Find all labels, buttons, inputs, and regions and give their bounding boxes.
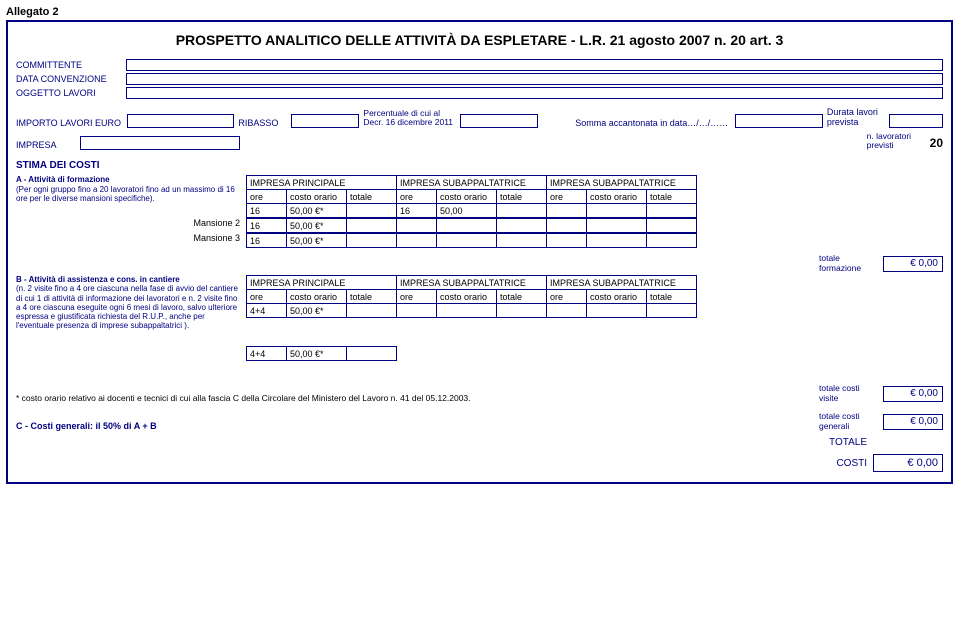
row-a-1: 1650,00 €* 1650,00 [247, 204, 697, 218]
percent-field[interactable] [460, 114, 538, 128]
percent-label: Percentuale di cui al Decr. 16 dicembre … [363, 109, 456, 128]
totale-formazione: totale formazione € 0,00 [819, 254, 943, 273]
hdr-principale-a: IMPRESA PRINCIPALE [247, 176, 397, 190]
somma-label: Somma accantonata in data…/…/…… [575, 118, 731, 128]
header-block: COMMITTENTE DATA CONVENZIONE OGGETTO LAV… [16, 58, 943, 150]
totale-visite: totale costi visite € 0,00 [819, 384, 943, 403]
nlav-value: 20 [926, 136, 943, 150]
costi-value: € 0,00 [873, 454, 943, 472]
nlav-label: n. lavoratori previsti [867, 132, 922, 151]
costi-label: COSTI [807, 458, 867, 469]
section-b-table: IMPRESA PRINCIPALE IMPRESA SUBAPPALTATRI… [246, 275, 697, 318]
importo-label: IMPORTO LAVORI EURO [16, 118, 123, 128]
row-b-1: 4+450,00 €* [247, 304, 697, 318]
hdr-principale-b: IMPRESA PRINCIPALE [247, 276, 397, 290]
impresa-field[interactable] [80, 136, 240, 150]
dataconv-label: DATA CONVENZIONE [16, 74, 126, 84]
section-b-row2: 4+4 50,00 €* [246, 346, 397, 361]
mansione2-row: 16 50,00 €* [246, 218, 697, 233]
totale-label: TOTALE [807, 437, 867, 448]
cols-row-b: ore costo orario totale ore costo orario… [247, 290, 697, 304]
section-b-desc: (n. 2 visite fino a 4 ore ciascuna nella… [16, 284, 238, 330]
totale-generali: totale costi generali € 0,00 [819, 412, 943, 431]
hdr-sub1-b: IMPRESA SUBAPPALTATRICE [397, 276, 547, 290]
totgen-value: € 0,00 [883, 414, 943, 430]
totform-label: totale formazione [819, 254, 879, 273]
oggetto-field[interactable] [126, 87, 943, 99]
footnote: * costo orario relativo ai docenti e tec… [16, 393, 819, 403]
doc-title: PROSPETTO ANALITICO DELLE ATTIVITÀ DA ES… [16, 32, 943, 48]
importo-field[interactable] [127, 114, 234, 128]
cols-row-a: ore costo orario totale ore costo orario… [247, 190, 697, 204]
mansione3-label: Mansione 3 [16, 233, 246, 243]
totform-value: € 0,00 [883, 256, 943, 272]
somma-field[interactable] [735, 114, 823, 128]
hdr-sub2-a: IMPRESA SUBAPPALTATRICE [547, 176, 697, 190]
section-c-label: C - Costi generali: il 50% di A + B [16, 421, 819, 431]
section-a-label: A - Attività di formazione (Per ogni gru… [16, 175, 246, 203]
main-frame: PROSPETTO ANALITICO DELLE ATTIVITÀ DA ES… [6, 20, 953, 484]
section-b-heading: B - Attività di assistenza e cons. in ca… [16, 275, 180, 284]
section-a-desc: (Per ogni gruppo fino a 20 lavoratori fi… [16, 185, 235, 203]
ribasso-field[interactable] [291, 114, 359, 128]
committente-field[interactable] [126, 59, 943, 71]
section-b-label: B - Attività di assistenza e cons. in ca… [16, 275, 246, 330]
hdr-sub2-b: IMPRESA SUBAPPALTATRICE [547, 276, 697, 290]
durata-field[interactable] [889, 114, 943, 128]
totgen-label: totale costi generali [819, 412, 879, 431]
committente-label: COMMITTENTE [16, 60, 126, 70]
mansione2-label: Mansione 2 [16, 218, 246, 228]
section-a-table: IMPRESA PRINCIPALE IMPRESA SUBAPPALTATRI… [246, 175, 697, 218]
ribasso-label: RIBASSO [238, 118, 287, 128]
hdr-sub1-a: IMPRESA SUBAPPALTATRICE [397, 176, 547, 190]
section-a-tablewrap: IMPRESA PRINCIPALE IMPRESA SUBAPPALTATRI… [246, 175, 697, 218]
section-a-heading: A - Attività di formazione [16, 175, 110, 184]
allegato-label: Allegato 2 [6, 6, 953, 18]
durata-label: Durata lavori prevista [827, 108, 885, 128]
totvis-label: totale costi visite [819, 384, 879, 403]
stima-heading: STIMA DEI COSTI [16, 160, 943, 171]
mansione3-row: 16 50,00 €* [246, 233, 697, 248]
oggetto-label: OGGETTO LAVORI [16, 88, 126, 98]
dataconv-field[interactable] [126, 73, 943, 85]
totvis-value: € 0,00 [883, 386, 943, 402]
impresa-label: IMPRESA [16, 140, 76, 150]
